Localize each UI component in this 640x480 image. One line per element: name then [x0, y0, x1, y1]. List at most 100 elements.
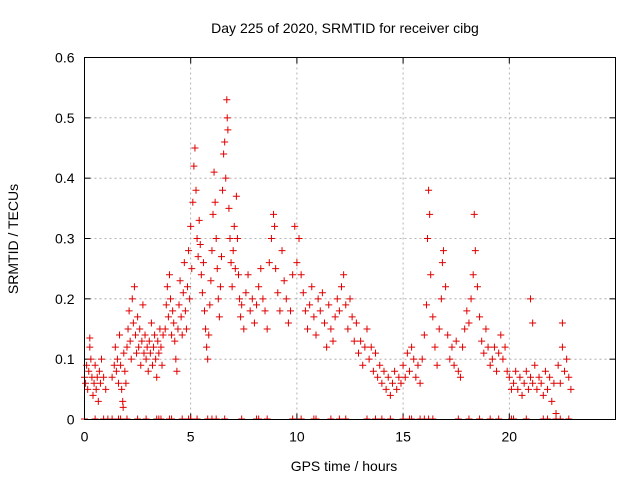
zero-point [399, 415, 407, 420]
data-point [161, 325, 169, 333]
data-point [227, 259, 235, 267]
data-point [141, 331, 149, 339]
data-point [257, 265, 265, 273]
data-point [467, 295, 475, 303]
data-point [165, 271, 173, 279]
zero-point [342, 415, 350, 420]
zero-point [238, 415, 246, 420]
data-point [359, 361, 367, 369]
data-point [399, 361, 407, 369]
data-point [410, 355, 418, 363]
data-point [179, 289, 187, 297]
data-point [110, 361, 118, 369]
data-point [565, 373, 573, 381]
data-point [136, 325, 144, 333]
data-point [89, 391, 97, 399]
data-point [293, 259, 301, 267]
data-point [225, 204, 233, 212]
data-point [350, 337, 358, 345]
data-point [114, 379, 122, 387]
data-point [207, 277, 215, 285]
data-point [450, 361, 458, 369]
data-point [454, 367, 462, 375]
data-point [524, 385, 532, 393]
data-point [480, 349, 488, 357]
data-point [150, 343, 158, 351]
x-tick-label: 0 [81, 429, 89, 445]
data-point [209, 210, 217, 218]
zero-point [193, 415, 201, 420]
data-point [92, 385, 100, 393]
data-point [176, 277, 184, 285]
data-point [246, 307, 254, 315]
data-point [357, 337, 365, 345]
data-point [203, 343, 211, 351]
data-point [386, 391, 394, 399]
data-points [81, 96, 575, 417]
data-point [470, 210, 478, 218]
data-point [456, 373, 464, 381]
data-point [267, 235, 275, 242]
data-point [229, 247, 237, 255]
data-point [228, 283, 236, 291]
data-point [469, 271, 477, 279]
data-point [529, 319, 537, 327]
data-point [120, 349, 128, 357]
data-point [352, 319, 360, 327]
zero-point [142, 415, 150, 420]
zero-point [263, 415, 271, 420]
data-point [384, 373, 392, 381]
data-point [169, 307, 177, 315]
data-point [510, 379, 518, 387]
data-point [284, 319, 292, 327]
data-point [393, 385, 401, 393]
data-point [314, 295, 322, 303]
data-point [278, 247, 286, 255]
data-point [271, 222, 279, 230]
data-point [333, 295, 341, 303]
data-point [403, 349, 411, 357]
data-point [497, 331, 505, 339]
data-point [527, 295, 535, 303]
data-point [335, 307, 343, 315]
data-point [119, 403, 127, 411]
data-point [482, 325, 490, 333]
data-point [369, 367, 377, 375]
data-point [131, 331, 139, 339]
data-point [295, 235, 303, 242]
data-point [230, 222, 238, 230]
data-point [265, 259, 273, 267]
data-point [380, 367, 388, 375]
data-point [140, 349, 148, 357]
data-point [242, 289, 250, 297]
zero-point [363, 415, 371, 420]
data-point [202, 325, 210, 333]
data-point [91, 361, 99, 369]
zero-point [108, 415, 116, 420]
zero-point [522, 415, 530, 420]
data-point [186, 295, 194, 303]
data-point [331, 313, 339, 321]
data-point [272, 265, 280, 273]
data-point [558, 343, 566, 351]
zero-point [454, 415, 462, 420]
data-point [291, 222, 299, 230]
data-point [164, 313, 172, 321]
data-point [193, 235, 201, 242]
data-point [327, 325, 335, 333]
data-point [102, 385, 110, 393]
data-point [512, 367, 520, 375]
data-point [250, 319, 258, 327]
data-point [312, 331, 320, 339]
data-point [240, 325, 248, 333]
data-point [503, 367, 511, 375]
data-point [213, 265, 221, 273]
data-point [401, 373, 409, 381]
data-point [452, 337, 460, 345]
data-point [95, 367, 103, 375]
data-point [130, 283, 138, 291]
y-tick-label: 0.1 [55, 351, 75, 367]
zero-point [212, 415, 220, 420]
data-point [84, 385, 92, 393]
data-point [180, 259, 188, 267]
